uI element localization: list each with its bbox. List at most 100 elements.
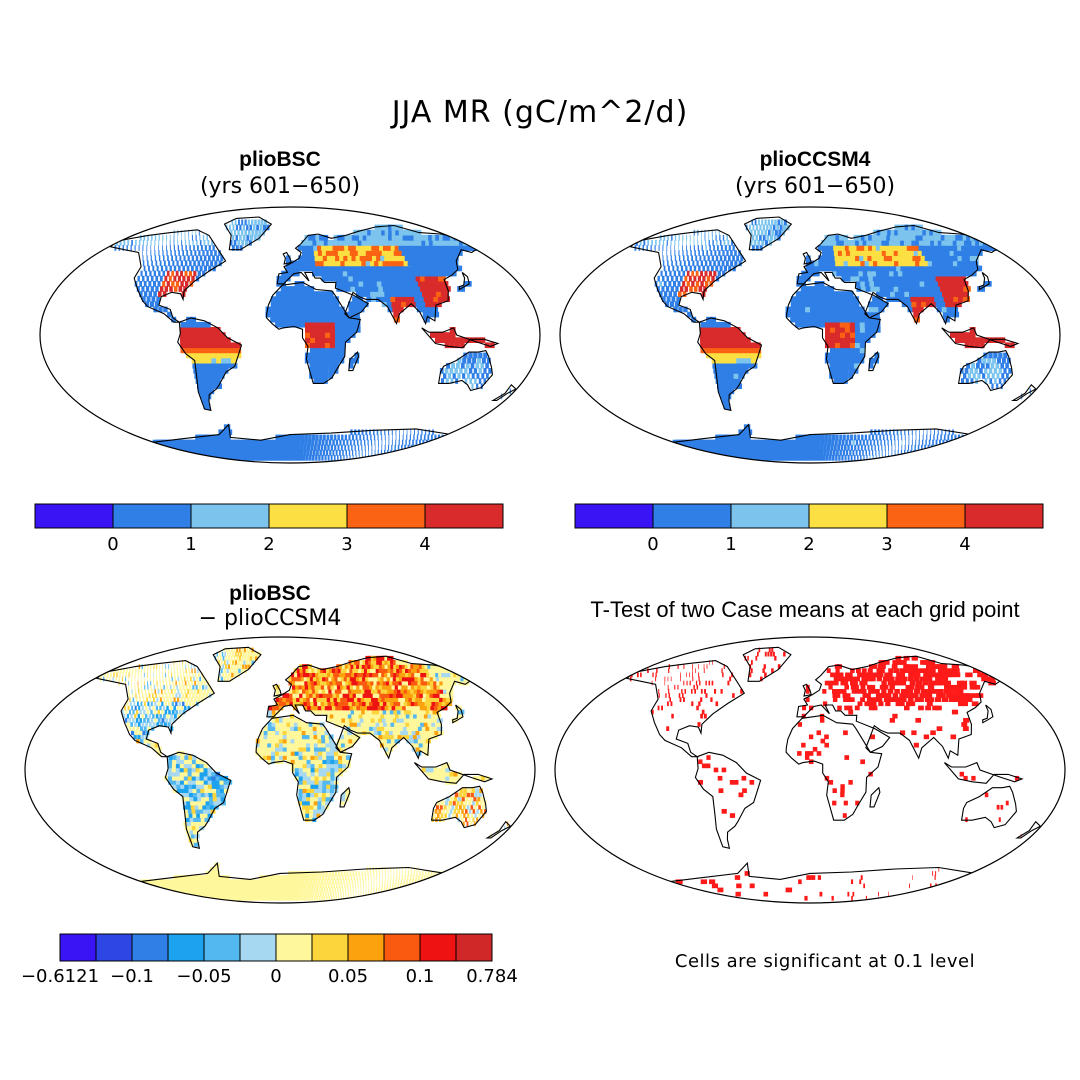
grid-cell: [922, 449, 925, 456]
grid-cell: [414, 891, 418, 897]
grid-cell: [859, 342, 866, 349]
grid-cell: [371, 444, 373, 451]
grid-cell: [218, 250, 221, 256]
grid-cell: [915, 281, 923, 287]
grid-cell: [328, 373, 334, 379]
grid-cell: [705, 347, 712, 354]
grid-cell: [311, 434, 316, 441]
grid-cell: [201, 260, 205, 267]
grid-cell: [269, 891, 273, 897]
grid-cell: [422, 742, 428, 748]
grid-cell: [256, 891, 261, 897]
grid-cell: [732, 245, 735, 251]
grid-cell: [669, 270, 672, 277]
grid-cell: [437, 875, 440, 880]
grid-cell: [941, 255, 950, 262]
grid-cell: [758, 219, 760, 226]
grid-cell: [650, 245, 652, 251]
grid-cell: [405, 722, 411, 727]
grid-cell: [131, 730, 135, 736]
grid-cell: [407, 291, 415, 297]
grid-cell: [130, 722, 133, 727]
grid-cell: [453, 809, 457, 814]
grid-cell: [355, 245, 363, 251]
grid-cell: [337, 751, 343, 756]
grid-cell: [314, 763, 320, 769]
grid-cell: [298, 800, 303, 806]
grid-cell: [351, 444, 353, 451]
grid-cell: [728, 255, 731, 262]
grid-cell: [719, 265, 723, 272]
grid-cell: [187, 809, 194, 814]
grid-cell: [901, 439, 903, 446]
grid-cell: [472, 357, 477, 364]
grid-cell: [183, 255, 186, 262]
grid-cell: [839, 362, 845, 369]
grid-cell: [208, 255, 211, 262]
grid-cell: [659, 281, 662, 287]
grid-cell: [379, 722, 385, 727]
grid-cell: [196, 813, 202, 818]
grid-cell: [399, 296, 407, 302]
grid-cell: [427, 449, 431, 456]
grid-cell: [445, 775, 450, 781]
grid-cell: [438, 809, 442, 814]
grid-cell: [268, 439, 274, 446]
grid-cell: [373, 434, 376, 441]
grid-cell: [674, 240, 676, 246]
grid-cell: [314, 368, 320, 374]
grid-cell: [969, 342, 975, 349]
grid-cell: [839, 347, 846, 354]
grid-cell: [720, 332, 726, 338]
grid-cell: [413, 738, 420, 744]
grid-cell: [400, 883, 402, 889]
grid-cell: [306, 771, 312, 777]
grid-cell: [147, 444, 157, 451]
grid-cell: [890, 434, 892, 441]
grid-cell: [308, 887, 311, 893]
grid-cell: [420, 434, 422, 441]
grid-cell: [844, 444, 847, 451]
grid-cell: [381, 895, 384, 901]
grid-cell: [392, 883, 394, 889]
grid-cell: [248, 240, 252, 246]
grid-cell: [720, 327, 726, 333]
grid-cell: [401, 301, 408, 308]
grid-cell: [318, 746, 323, 752]
grid-cell: [173, 234, 175, 241]
grid-cell: [943, 296, 951, 302]
grid-cell: [723, 403, 731, 410]
grid-cell: [844, 306, 850, 313]
grid-cell: [249, 883, 254, 889]
grid-cell: [759, 224, 762, 231]
grid-cell: [271, 746, 276, 752]
grid-cell: [963, 449, 968, 456]
grid-cell: [414, 879, 417, 885]
grid-cell: [203, 813, 209, 818]
grid-cell: [318, 455, 321, 461]
grid-cell: [388, 895, 391, 901]
grid-cell: [790, 296, 797, 302]
grid-cell: [306, 767, 312, 773]
grid-cell: [410, 738, 416, 744]
grid-cell: [402, 434, 404, 441]
grid-cell: [398, 455, 401, 461]
grid-cell: [850, 455, 853, 461]
grid-cell: [781, 439, 787, 446]
grid-cell: [419, 730, 425, 736]
grid-cell: [842, 434, 846, 441]
grid-cell: [369, 234, 377, 241]
grid-cell: [384, 866, 386, 872]
grid-cell: [446, 809, 449, 814]
grid-cell: [361, 429, 364, 436]
grid-cell: [246, 455, 252, 461]
grid-cell: [312, 240, 318, 246]
grid-cell: [182, 800, 188, 806]
grid-cell: [682, 291, 687, 297]
grid-cell: [365, 887, 367, 893]
grid-cell: [306, 775, 312, 781]
grid-cell: [293, 444, 298, 451]
grid-cell: [362, 301, 369, 308]
grid-cell: [299, 895, 302, 901]
grid-cell: [205, 352, 212, 359]
